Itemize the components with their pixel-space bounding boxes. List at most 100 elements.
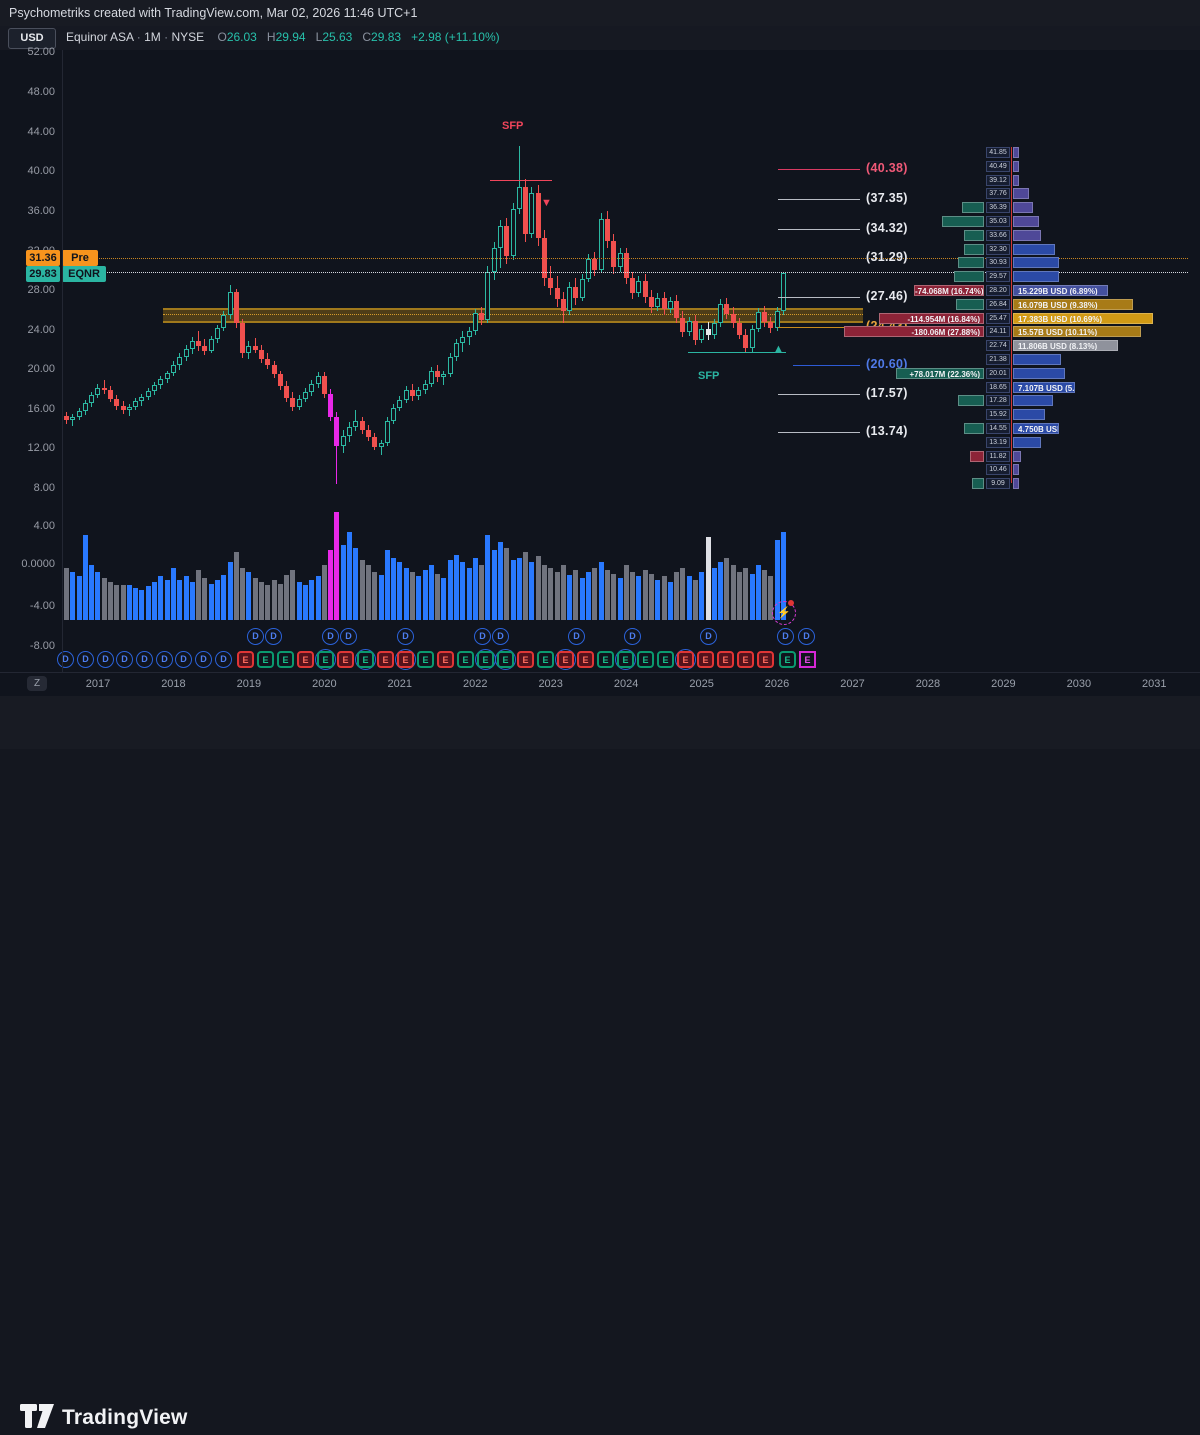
earnings-badge[interactable]: E — [397, 651, 414, 668]
dividend-badge[interactable]: D — [136, 651, 153, 668]
year-label[interactable]: 2017 — [85, 678, 111, 690]
earnings-badge[interactable]: E — [237, 651, 254, 668]
chart-pane[interactable]: (40.38)(37.35)(34.32)(31.29)(27.46)(24.4… — [0, 46, 1200, 672]
earnings-badge[interactable]: E — [637, 651, 654, 668]
dividend-badge[interactable]: D — [492, 628, 509, 645]
tradingview-logo-icon[interactable] — [20, 1404, 54, 1430]
earnings-badge[interactable]: E — [497, 651, 514, 668]
year-label[interactable]: 2025 — [689, 678, 714, 690]
earnings-badge[interactable]: E — [277, 651, 294, 668]
dividend-badge[interactable]: D — [700, 628, 717, 645]
dividend-badge[interactable]: D — [340, 628, 357, 645]
year-label[interactable]: 2021 — [387, 678, 413, 690]
earnings-badge[interactable]: E — [617, 651, 634, 668]
dividend-badge[interactable]: D — [97, 651, 114, 668]
dividend-badge[interactable]: D — [195, 651, 212, 668]
dividend-badge[interactable]: D — [397, 628, 414, 645]
profile-sell-bar: -74.068M (16.74%) — [914, 285, 984, 296]
year-label[interactable]: 2024 — [613, 678, 639, 690]
volume-bar — [353, 548, 359, 620]
earnings-badge[interactable]: E — [657, 651, 674, 668]
earnings-badge[interactable]: E — [537, 651, 554, 668]
dividend-badge[interactable]: D — [265, 628, 282, 645]
price-axis-label: 20.00 — [27, 363, 55, 375]
year-label[interactable]: 2026 — [764, 678, 790, 690]
dividend-ring-icon[interactable] — [315, 649, 336, 670]
candle-wick — [103, 380, 105, 395]
earnings-badge[interactable]: E — [737, 651, 754, 668]
candle-body — [221, 315, 227, 329]
year-label[interactable]: 2018 — [161, 678, 186, 690]
volume-bar — [705, 537, 711, 620]
earnings-badge[interactable]: E — [317, 651, 334, 668]
earnings-badge[interactable]: E — [717, 651, 734, 668]
earnings-badge[interactable]: E — [477, 651, 494, 668]
earnings-badge[interactable]: E — [577, 651, 594, 668]
year-label[interactable]: 2029 — [991, 678, 1016, 690]
earnings-badge[interactable]: E — [597, 651, 614, 668]
candle-body — [126, 407, 132, 410]
earnings-badge[interactable]: E — [357, 651, 374, 668]
volume-bar — [315, 576, 321, 620]
earnings-badge[interactable]: E — [557, 651, 574, 668]
earnings-badge[interactable]: E — [377, 651, 394, 668]
year-label[interactable]: 2028 — [915, 678, 941, 690]
zoom-out-button[interactable]: Z — [27, 676, 47, 691]
dividend-badge[interactable]: D — [57, 651, 74, 668]
dividend-ring-icon[interactable] — [355, 649, 376, 670]
tradingview-logo-text[interactable]: TradingView — [62, 1406, 188, 1429]
earnings-badge[interactable]: E — [799, 651, 816, 668]
year-label[interactable]: 2023 — [538, 678, 563, 690]
dividend-badge[interactable]: D — [474, 628, 491, 645]
dividend-badge[interactable]: D — [77, 651, 94, 668]
dividend-badge[interactable]: D — [777, 628, 794, 645]
dividend-badge[interactable]: D — [624, 628, 641, 645]
earnings-badge[interactable]: E — [757, 651, 774, 668]
earnings-flash-icon[interactable]: ⚡ — [772, 601, 796, 625]
earnings-badge[interactable]: E — [517, 651, 534, 668]
dividend-badge[interactable]: D — [156, 651, 173, 668]
candle-body — [617, 252, 623, 267]
dividend-badge[interactable]: D — [568, 628, 585, 645]
dividend-badge[interactable]: D — [798, 628, 815, 645]
earnings-badge[interactable]: E — [257, 651, 274, 668]
symbol-name[interactable]: Equinor ASA — [66, 30, 134, 44]
dividend-ring-icon[interactable] — [495, 649, 516, 670]
year-label[interactable]: 2022 — [463, 678, 488, 690]
earnings-badge[interactable]: E — [337, 651, 354, 668]
year-label[interactable]: 2019 — [236, 678, 262, 690]
dividend-badge[interactable]: D — [322, 628, 339, 645]
profile-buy-bar: 4.750B USD (3.08%) — [1013, 423, 1059, 434]
time-axis[interactable]: 2017 2018 2019 2020 2021 2022 2023 2024 2025 2026… — [0, 672, 1200, 697]
profile-buy-bar: 16.079B USD (9.38%) — [1013, 298, 1133, 310]
year-label[interactable]: 2027 — [840, 678, 865, 690]
earnings-badge[interactable]: E — [779, 651, 796, 668]
level-line — [778, 432, 860, 433]
volume-bar — [548, 568, 554, 620]
year-label[interactable]: 2020 — [312, 678, 337, 690]
earnings-badge[interactable]: E — [417, 651, 434, 668]
dividend-badge[interactable]: D — [247, 628, 264, 645]
level-label: (27.46) — [866, 289, 908, 303]
volume-bar — [158, 576, 164, 620]
dividend-ring-icon[interactable] — [615, 649, 636, 670]
window-title: Psychometriks created with TradingView.c… — [0, 0, 1200, 26]
dividend-badge[interactable]: D — [215, 651, 232, 668]
earnings-badge[interactable]: E — [437, 651, 454, 668]
dividend-ring-icon[interactable] — [675, 649, 696, 670]
dividend-badge[interactable]: D — [175, 651, 192, 668]
earnings-badge[interactable]: E — [697, 651, 714, 668]
year-label[interactable]: 2031 — [1142, 678, 1167, 690]
earnings-badge[interactable]: E — [457, 651, 474, 668]
dividend-ring-icon[interactable] — [555, 649, 576, 670]
earnings-badge[interactable]: E — [297, 651, 314, 668]
dividend-ring-icon[interactable] — [395, 649, 416, 670]
high-label: H — [266, 30, 276, 44]
sfp-arrow-top: ▼ — [541, 197, 552, 209]
year-label[interactable]: 2030 — [1066, 678, 1092, 690]
interval-value[interactable]: 1M — [144, 30, 161, 44]
earnings-badge[interactable]: E — [677, 651, 694, 668]
volume-bar — [447, 560, 453, 620]
currency-button[interactable]: USD — [8, 28, 56, 49]
dividend-badge[interactable]: D — [116, 651, 133, 668]
